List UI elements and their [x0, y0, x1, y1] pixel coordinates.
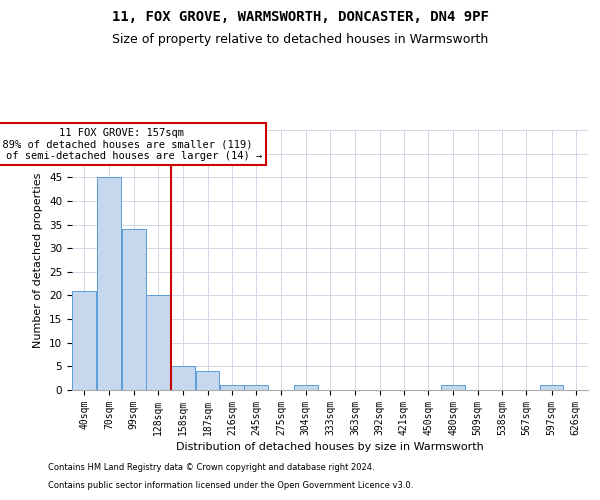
- Text: Contains public sector information licensed under the Open Government Licence v3: Contains public sector information licen…: [48, 481, 413, 490]
- Bar: [220, 386, 244, 390]
- Bar: [294, 386, 317, 390]
- Y-axis label: Number of detached properties: Number of detached properties: [34, 172, 43, 348]
- Bar: [539, 386, 563, 390]
- Text: 11, FOX GROVE, WARMSWORTH, DONCASTER, DN4 9PF: 11, FOX GROVE, WARMSWORTH, DONCASTER, DN…: [112, 10, 488, 24]
- Bar: [171, 366, 195, 390]
- Bar: [244, 386, 268, 390]
- Bar: [72, 290, 96, 390]
- Bar: [122, 230, 146, 390]
- Text: 11 FOX GROVE: 157sqm
← 89% of detached houses are smaller (119)
11% of semi-deta: 11 FOX GROVE: 157sqm ← 89% of detached h…: [0, 128, 262, 161]
- Bar: [442, 386, 465, 390]
- Bar: [196, 371, 220, 390]
- Text: Contains HM Land Registry data © Crown copyright and database right 2024.: Contains HM Land Registry data © Crown c…: [48, 464, 374, 472]
- Bar: [97, 178, 121, 390]
- Text: Distribution of detached houses by size in Warmsworth: Distribution of detached houses by size …: [176, 442, 484, 452]
- Bar: [146, 296, 170, 390]
- Text: Size of property relative to detached houses in Warmsworth: Size of property relative to detached ho…: [112, 32, 488, 46]
